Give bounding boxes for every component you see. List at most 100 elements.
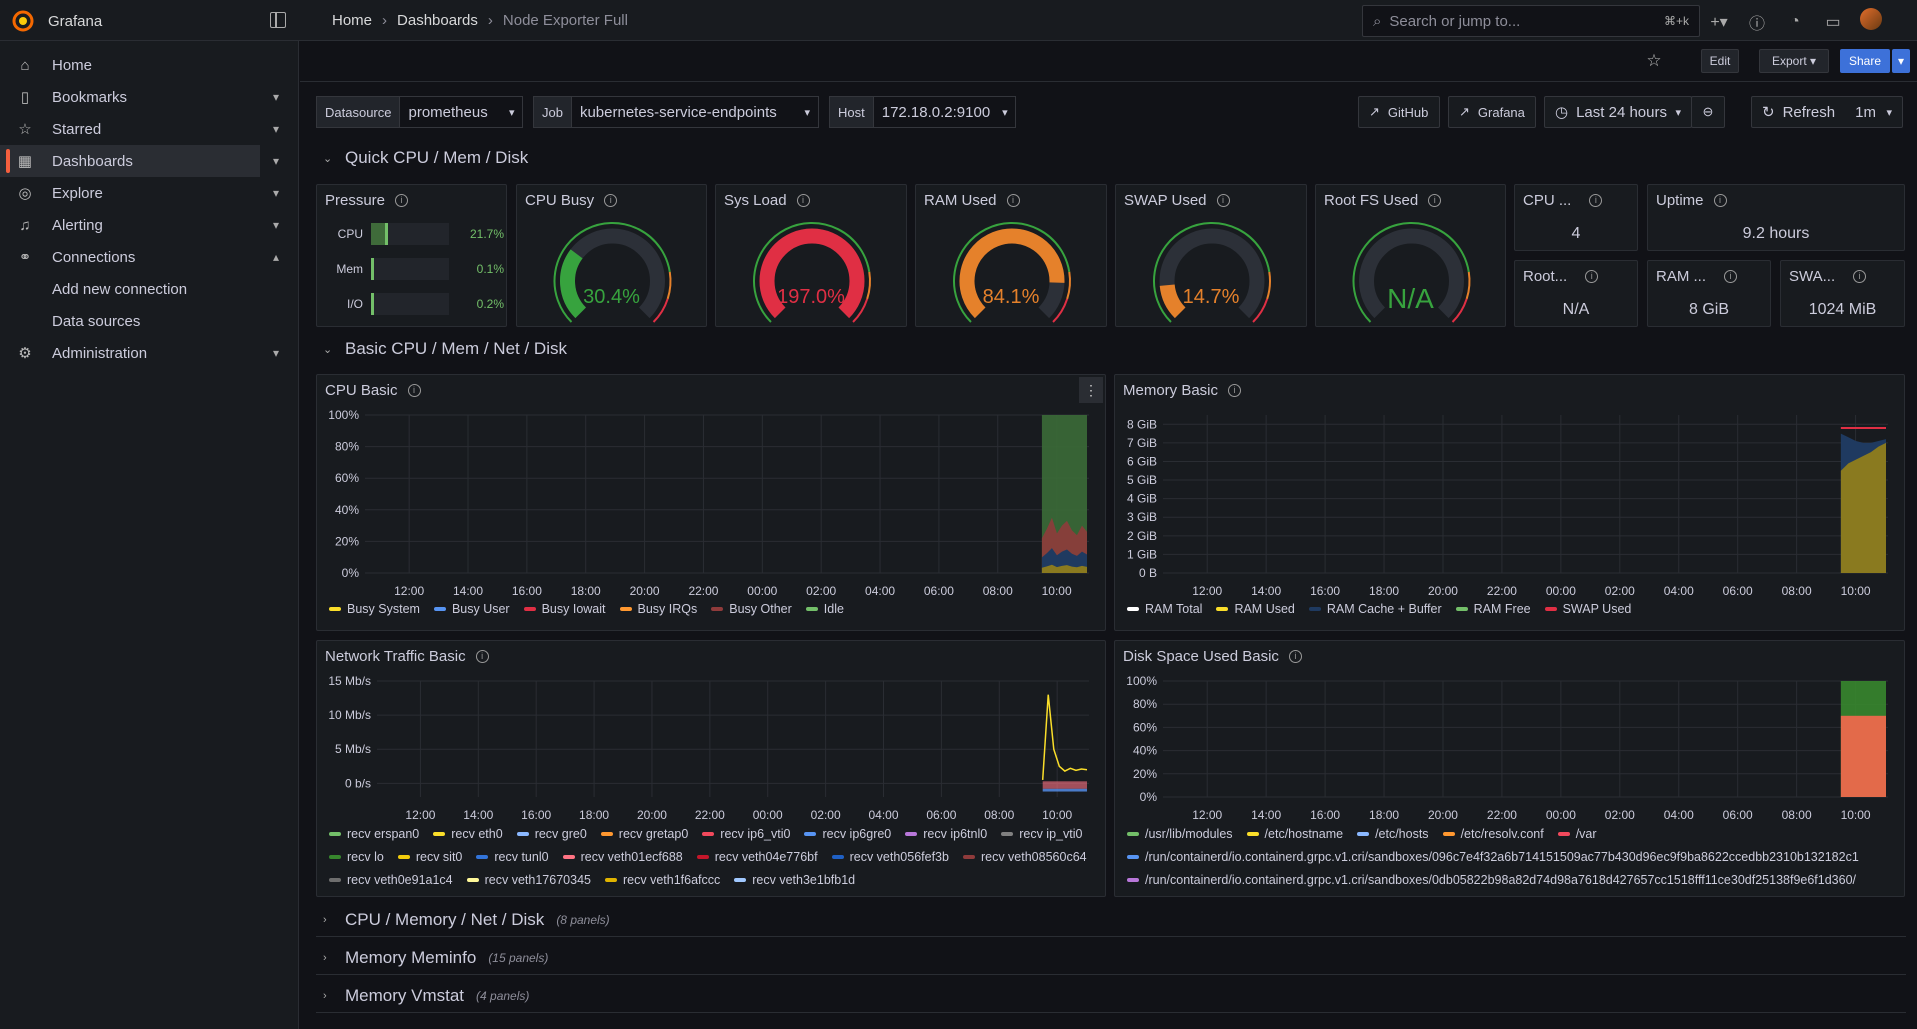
nav-item-explore[interactable]: ◎ Explore ▾ (0, 177, 290, 209)
chevron-down-icon[interactable]: ▾ (273, 122, 280, 136)
legend-item[interactable]: /run/containerd/io.containerd.grpc.v1.cr… (1127, 872, 1856, 888)
info-icon[interactable]: i (1216, 194, 1230, 207)
chevron-up-icon[interactable]: ▴ (273, 250, 280, 264)
legend-item[interactable]: Busy IRQs (619, 601, 697, 617)
var-datasource-select[interactable]: prometheus ▾ (400, 96, 524, 128)
network-traffic-basic-panel[interactable]: Network Traffic Basic i 0 b/s 5 Mb/s 10 Mb/… (316, 640, 1106, 897)
legend-item[interactable]: /etc/resolv.conf (1442, 826, 1544, 842)
var-host-select[interactable]: 172.18.0.2:9100 ▾ (873, 96, 1016, 128)
legend-item[interactable]: Idle (805, 601, 844, 617)
legend-item[interactable]: Busy User (433, 601, 510, 617)
help-icon[interactable]: ⓘ (1748, 15, 1765, 33)
legend-item[interactable]: recv lo (329, 849, 384, 865)
legend-item[interactable]: recv veth056fef3b (831, 849, 949, 865)
grafana-link-button[interactable]: ↗ Grafana (1448, 96, 1536, 128)
root-fs-total-panel[interactable]: Root... i N/A (1514, 260, 1638, 327)
avatar[interactable] (1857, 8, 1885, 35)
legend-item[interactable]: recv gretap0 (600, 826, 688, 842)
legend-item[interactable]: Busy Iowait (523, 601, 606, 617)
legend-item[interactable]: recv veth0e91a1c4 (329, 872, 453, 888)
cpu-basic-panel[interactable]: CPU Basic i ⋮ 0% 20% 40% 60% 80% 100% 12:00 14:0… (316, 374, 1106, 631)
nav-item-connections[interactable]: ⚭ Connections ▴ (0, 241, 290, 273)
dock-menu-icon[interactable] (270, 12, 286, 28)
star-dashboard-icon[interactable]: ☆ (1646, 51, 1662, 70)
info-icon[interactable]: i (1228, 384, 1242, 397)
legend-item[interactable]: recv sit0 (397, 849, 462, 865)
legend-item[interactable]: /usr/lib/modules (1127, 826, 1233, 842)
info-icon[interactable]: i (475, 650, 489, 663)
legend-item[interactable]: RAM Free (1455, 601, 1531, 617)
uptime-panel[interactable]: Uptime i 9.2 hours (1647, 184, 1905, 251)
memory-basic-panel[interactable]: Memory Basic i 0 B 1 GiB 2 GiB 3 GiB 4 GiB 5 G… (1114, 374, 1905, 631)
legend-item[interactable]: recv veth01ecf688 (562, 849, 683, 865)
info-icon[interactable]: i (395, 194, 409, 207)
search-input[interactable]: ⌕ Search or jump to... ⌘+k (1362, 5, 1700, 37)
legend-item[interactable]: /etc/hosts (1357, 826, 1429, 842)
info-icon[interactable]: i (1713, 194, 1727, 207)
chevron-down-icon[interactable]: ▾ (273, 346, 280, 360)
cpu-cores-panel[interactable]: CPU ... i 4 (1514, 184, 1638, 251)
legend-item[interactable]: SWAP Used (1544, 601, 1631, 617)
legend-item[interactable]: RAM Total (1127, 601, 1202, 617)
zoom-out-icon[interactable]: ⊖ (1691, 96, 1725, 128)
legend-item[interactable]: recv veth08560c64 (962, 849, 1087, 865)
brand[interactable]: Grafana (12, 10, 102, 32)
info-icon[interactable]: i (407, 384, 421, 397)
row-quick[interactable]: ⌄ Quick CPU / Mem / Disk (323, 148, 528, 168)
legend-item[interactable]: recv gre0 (516, 826, 587, 842)
legend-item[interactable]: recv veth3e1bfb1d (734, 872, 855, 888)
legend-item[interactable]: Busy System (329, 601, 420, 617)
nav-item-starred[interactable]: ☆ Starred ▾ (0, 113, 290, 145)
refresh-button[interactable]: ↻ Refresh 1m ▾ (1751, 96, 1903, 128)
ram-used-panel[interactable]: RAM Used i 84.1% (915, 184, 1107, 327)
root-fs-used-panel[interactable]: Root FS Used i N/A (1315, 184, 1506, 327)
info-icon[interactable]: i (1585, 270, 1599, 283)
breadcrumb-dashboards[interactable]: Dashboards (397, 12, 478, 29)
disk-space-used-basic-panel[interactable]: Disk Space Used Basic i 0% 20% 40% 60% 80% 100… (1114, 640, 1905, 897)
refresh-interval[interactable]: 1m (1855, 103, 1876, 121)
share-button[interactable]: Share (1840, 49, 1890, 73)
info-icon[interactable]: i (1853, 270, 1867, 283)
news-rss-icon[interactable]: ◔ (1790, 12, 1800, 30)
chevron-down-icon[interactable]: ▾ (273, 154, 280, 168)
nav-item-alerting[interactable]: ♫ Alerting ▾ (0, 209, 290, 241)
ram-total-panel[interactable]: RAM ... i 8 GiB (1647, 260, 1771, 327)
nav-item-administration[interactable]: ⚙ Administration ▾ (0, 337, 290, 369)
var-datasource[interactable]: Datasource prometheus ▾ (316, 96, 524, 128)
breadcrumb-home[interactable]: Home (332, 12, 373, 29)
var-job[interactable]: Job kubernetes-service-endpoints ▾ (533, 96, 819, 128)
info-icon[interactable]: i (1589, 194, 1603, 207)
pressure-panel[interactable]: Pressure i CPU 21.7% Mem 0.1% I/O 0.2% (316, 184, 507, 327)
legend-item[interactable]: recv ip_vti0 (1001, 826, 1082, 842)
row-memory-vmstat[interactable]: › Memory Vmstat (4 panels) (323, 986, 529, 1006)
nav-item-data-sources[interactable]: Data sources (52, 312, 141, 330)
legend-item[interactable]: RAM Used (1216, 601, 1295, 617)
var-host[interactable]: Host 172.18.0.2:9100 ▾ (829, 96, 1016, 128)
legend-item[interactable]: recv ip6gre0 (804, 826, 891, 842)
legend-item[interactable]: RAM Cache + Buffer (1308, 601, 1442, 617)
legend-item[interactable]: recv veth1f6afccc (604, 872, 720, 888)
legend-item[interactable]: recv ip6_vti0 (702, 826, 790, 842)
new-plus-icon[interactable]: +▾ (1710, 13, 1728, 31)
legend-item[interactable]: recv veth17670345 (466, 872, 591, 888)
legend-item[interactable]: /var (1557, 826, 1597, 842)
info-icon[interactable]: i (604, 194, 618, 207)
panel-menu-icon[interactable]: ⋮ (1079, 377, 1103, 403)
legend-item[interactable]: recv eth0 (433, 826, 503, 842)
kiosk-icon[interactable]: ▭ (1825, 13, 1841, 31)
swap-total-panel[interactable]: SWA... i 1024 MiB (1780, 260, 1905, 327)
export-button[interactable]: Export ▾ (1759, 49, 1829, 73)
nav-item-add-new-connection[interactable]: Add new connection (52, 280, 188, 298)
time-range-picker[interactable]: ◷ Last 24 hours ▾ (1544, 96, 1692, 128)
legend-item[interactable]: recv ip6tnl0 (905, 826, 987, 842)
info-icon[interactable]: i (1288, 650, 1302, 663)
legend-item[interactable]: /run/containerd/io.containerd.grpc.v1.cr… (1127, 849, 1859, 865)
info-icon[interactable]: i (1006, 194, 1020, 207)
legend-item[interactable]: recv veth04e776bf (696, 849, 818, 865)
info-icon[interactable]: i (1724, 270, 1738, 283)
edit-button[interactable]: Edit (1701, 49, 1739, 73)
chevron-down-icon[interactable]: ▾ (273, 218, 280, 232)
swap-used-panel[interactable]: SWAP Used i 14.7% (1115, 184, 1307, 327)
sys-load-panel[interactable]: Sys Load i 197.0% (715, 184, 907, 327)
row-cpu-memory-net-disk[interactable]: › CPU / Memory / Net / Disk (8 panels) (323, 910, 610, 930)
